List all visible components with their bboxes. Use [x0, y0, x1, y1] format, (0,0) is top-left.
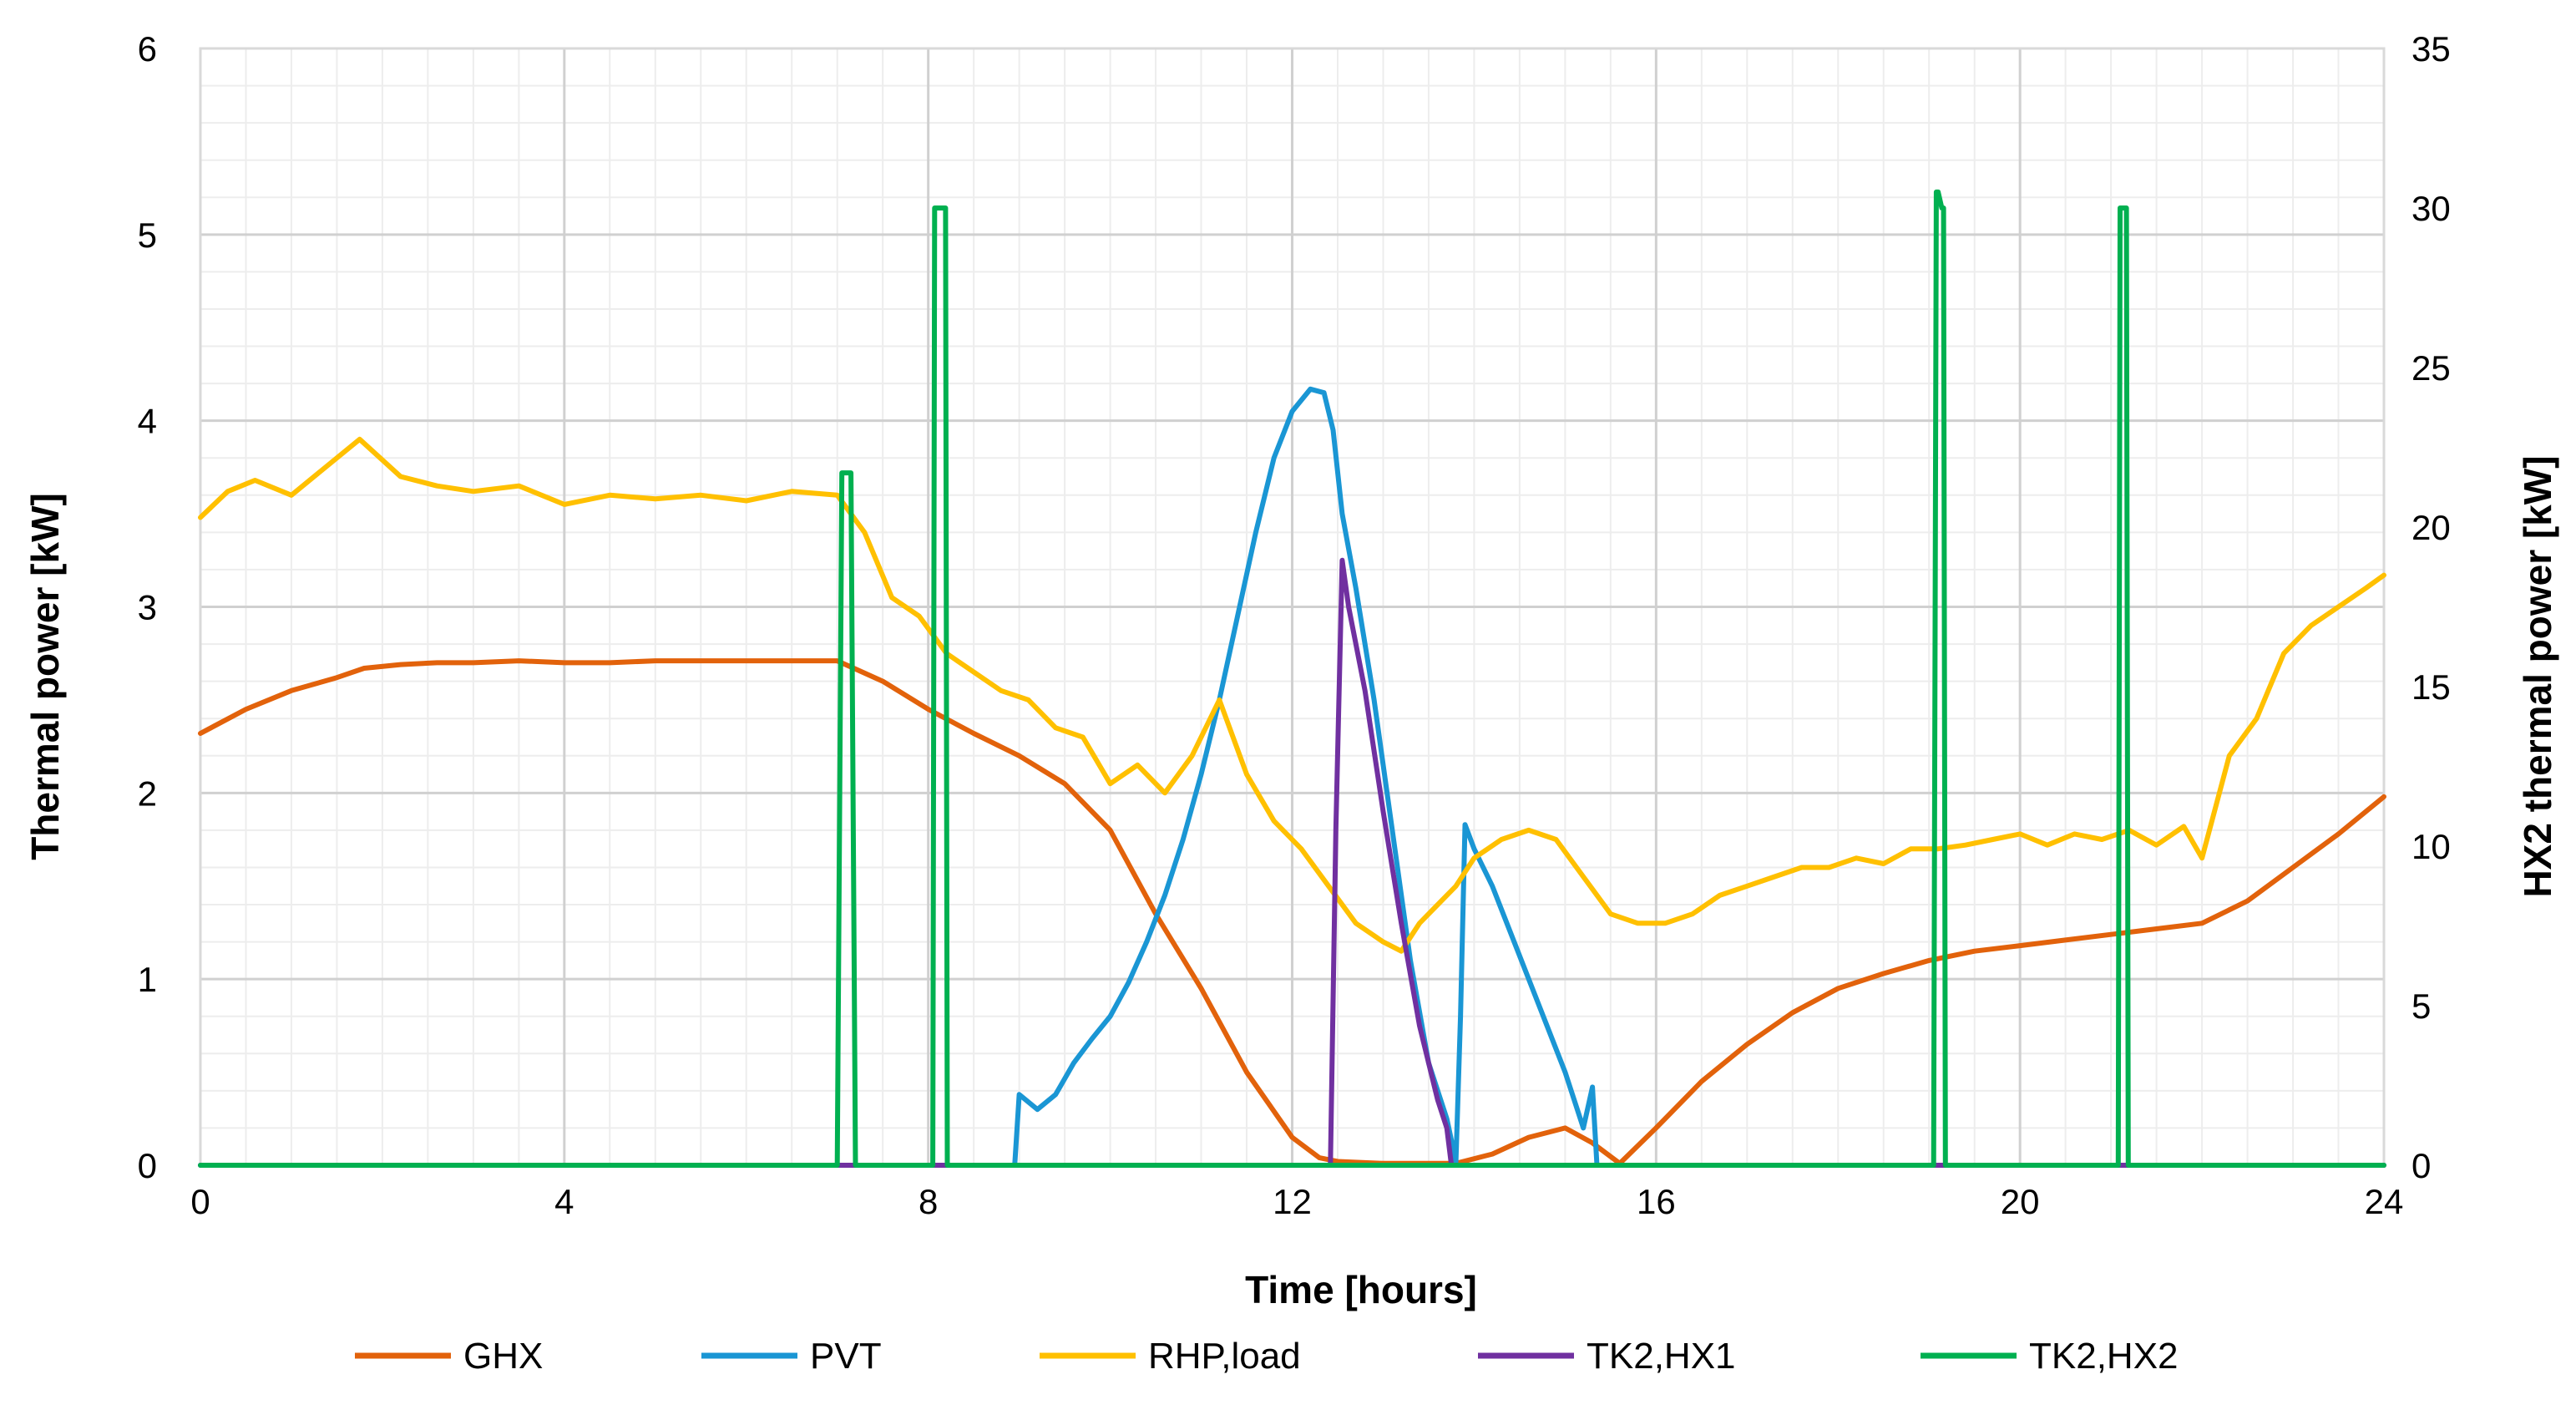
y2-tick-label: 15	[2412, 667, 2451, 707]
major-gridlines	[199, 47, 2386, 1167]
y2-tick-label: 5	[2412, 986, 2431, 1026]
y-tick-label: 5	[138, 216, 157, 255]
x-tick-label: 0	[190, 1182, 210, 1221]
y-axis-title: Thermal power [kW]	[23, 493, 67, 860]
y-axis-ticks: 0 1 2 3 4 5 6	[138, 29, 157, 1185]
y-tick-label: 2	[138, 773, 157, 813]
legend-label-tk2-hx2: TK2,HX2	[2029, 1336, 2179, 1377]
x-axis-title: Time [hours]	[1245, 1268, 1477, 1311]
y2-tick-label: 25	[2412, 348, 2451, 388]
x-axis-ticks: 0 4 8 12 16 20 24	[190, 1182, 2403, 1221]
x-tick-label: 12	[1273, 1182, 1312, 1221]
series-line-tk2-hx1	[198, 557, 2386, 1168]
x-tick-label: 4	[554, 1182, 574, 1221]
legend-label-rhp-load: RHP,load	[1148, 1336, 1301, 1377]
series-line-pvt	[198, 386, 2386, 1168]
legend: GHX PVT RHP,load TK2,HX1 TK2,HX2	[355, 1336, 2179, 1377]
x-tick-label: 8	[919, 1182, 938, 1221]
y2-tick-label: 10	[2412, 827, 2451, 866]
y2-tick-label: 30	[2412, 189, 2451, 228]
y-tick-label: 4	[138, 402, 157, 441]
y-tick-label: 6	[138, 29, 157, 68]
y2-tick-label: 20	[2412, 508, 2451, 547]
y-tick-label: 0	[138, 1146, 157, 1185]
series-line-rhp-load	[198, 436, 2386, 954]
legend-label-tk2-hx1: TK2,HX1	[1587, 1336, 1736, 1377]
y-tick-label: 3	[138, 588, 157, 627]
y2-axis-ticks: 0 5 10 15 20 25 30 35	[2412, 29, 2451, 1185]
x-tick-label: 16	[1637, 1182, 1676, 1221]
y-tick-label: 1	[138, 960, 157, 999]
y2-tick-label: 0	[2412, 1146, 2431, 1185]
series-line-tk2-hx2	[198, 189, 2386, 1168]
y2-axis-title: HX2 thermal power [kW]	[2516, 455, 2559, 897]
legend-label-pvt: PVT	[810, 1336, 882, 1377]
y2-tick-label: 35	[2412, 29, 2451, 68]
x-tick-label: 24	[2365, 1182, 2404, 1221]
x-tick-label: 20	[2001, 1182, 2040, 1221]
series-layer	[198, 189, 2386, 1168]
series-line-ghx	[198, 658, 2386, 1166]
legend-label-ghx: GHX	[463, 1336, 543, 1377]
